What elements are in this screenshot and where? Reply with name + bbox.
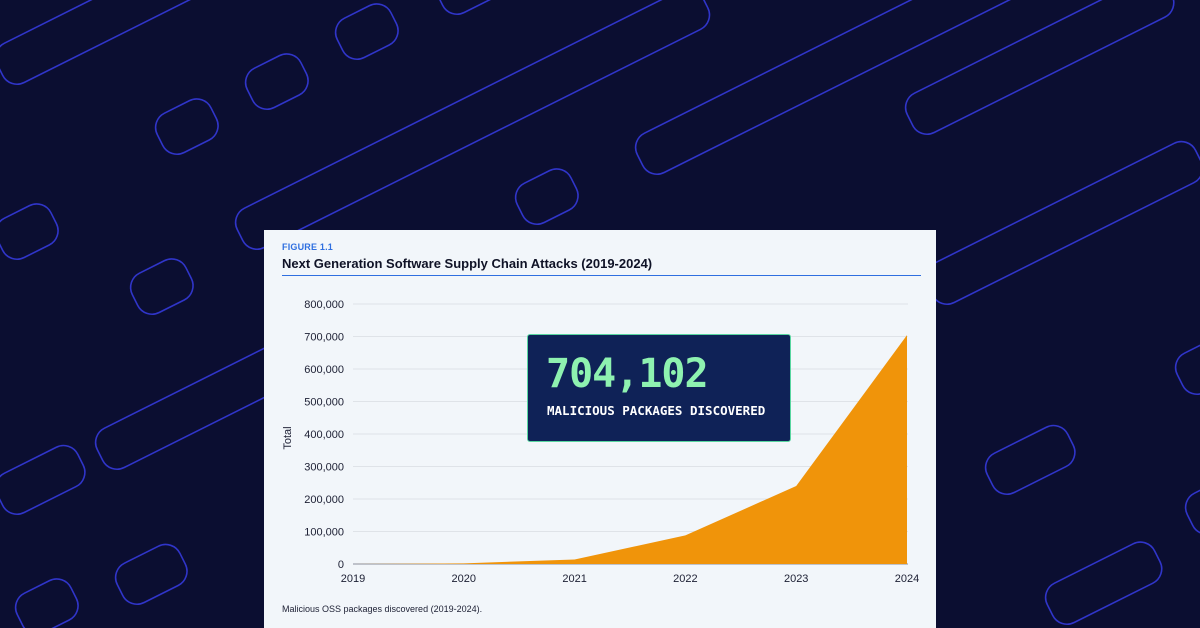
figure-label: FIGURE 1.1	[282, 242, 334, 252]
bg-bar	[1044, 541, 1163, 626]
figure-caption: Malicious OSS packages discovered (2019-…	[282, 604, 483, 614]
callout-caption: MALICIOUS PACKAGES DISCOVERED	[547, 403, 766, 418]
bg-bar	[14, 578, 79, 628]
y-tick-label: 0	[338, 559, 344, 571]
y-tick-label: 400,000	[304, 429, 344, 441]
bg-bar	[0, 203, 59, 261]
x-tick-label: 2022	[673, 573, 697, 585]
y-axis-title: Total	[282, 426, 294, 449]
x-tick-label: 2024	[895, 573, 919, 585]
bg-bar	[154, 98, 219, 156]
bg-bar	[434, 0, 553, 16]
y-tick-label: 700,000	[304, 332, 344, 344]
x-tick-label: 2019	[341, 573, 365, 585]
bg-bar	[244, 53, 309, 111]
y-tick-label: 800,000	[304, 299, 344, 311]
bg-bar	[334, 3, 399, 61]
bg-bar	[114, 543, 188, 606]
bg-bar	[0, 444, 86, 516]
bg-bar	[924, 140, 1200, 306]
bg-bar	[0, 0, 283, 86]
bg-bar	[514, 168, 579, 226]
y-tick-label: 500,000	[304, 397, 344, 409]
y-tick-label: 600,000	[304, 364, 344, 376]
figure-card: FIGURE 1.1 Next Generation Software Supp…	[264, 230, 936, 628]
y-tick-label: 300,000	[304, 462, 344, 474]
bg-bar	[1184, 478, 1200, 536]
bg-bar	[634, 0, 1075, 176]
x-tick-label: 2020	[452, 573, 476, 585]
title-divider	[282, 275, 921, 276]
x-tick-label: 2023	[784, 573, 808, 585]
callout-value: 704,102	[546, 351, 709, 397]
bg-bar	[129, 258, 194, 316]
x-tick-label: 2021	[562, 573, 586, 585]
y-tick-label: 100,000	[304, 527, 344, 539]
figure-title: Next Generation Software Supply Chain At…	[282, 256, 653, 271]
y-tick-label: 200,000	[304, 494, 344, 506]
bg-bar	[904, 0, 1175, 136]
bg-bar	[984, 424, 1076, 496]
area-series	[353, 335, 907, 564]
bg-bar	[234, 0, 711, 251]
bg-bar	[1174, 338, 1200, 396]
stat-callout: 704,102 MALICIOUS PACKAGES DISCOVERED	[527, 334, 791, 442]
